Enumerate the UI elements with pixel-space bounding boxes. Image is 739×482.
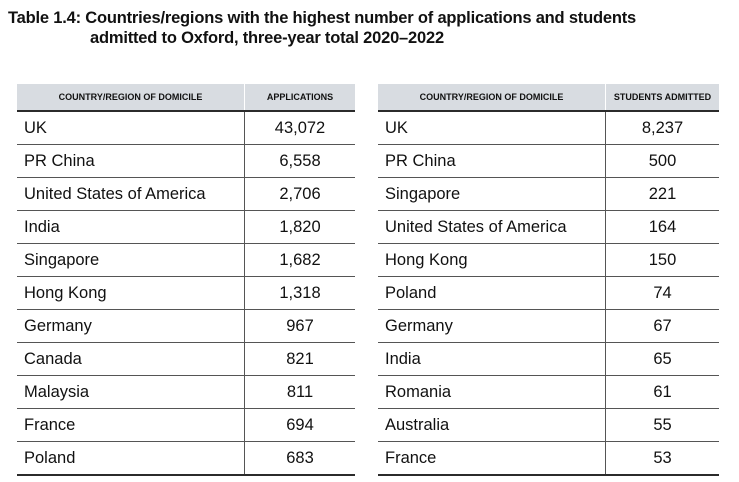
applications-column-header: APPLICATIONS <box>244 84 355 112</box>
value-cell: 821 <box>244 342 355 376</box>
country-cell: Romania <box>378 375 606 409</box>
value-cell: 2,706 <box>244 177 355 211</box>
value-cell: 6,558 <box>244 144 355 178</box>
value-cell: 1,820 <box>244 210 355 244</box>
country-cell: Hong Kong <box>378 243 606 277</box>
table-row: UK 43,072 <box>17 111 355 145</box>
value-cell: 967 <box>244 309 355 343</box>
table-row: Australia 55 <box>378 408 719 442</box>
table-row: UK 8,237 <box>378 111 719 145</box>
table-title-line2: admitted to Oxford, three-year total 202… <box>90 29 444 47</box>
header-row: COUNTRY/REGION OF DOMICILE APPLICATIONS <box>17 84 355 112</box>
table-row: United States of America 2,706 <box>17 177 355 211</box>
country-cell: UK <box>378 111 606 145</box>
value-cell: 43,072 <box>244 111 355 145</box>
table-row: France 53 <box>378 441 719 476</box>
value-cell: 694 <box>244 408 355 442</box>
value-cell: 53 <box>605 441 719 476</box>
applications-table-body: UK 43,072 PR China 6,558 United States of Am… <box>17 111 355 476</box>
country-cell: Singapore <box>378 177 606 211</box>
country-cell: PR China <box>378 144 606 178</box>
value-cell: 150 <box>605 243 719 277</box>
value-cell: 1,682 <box>244 243 355 277</box>
value-cell: 683 <box>244 441 355 476</box>
country-cell: France <box>378 441 606 476</box>
table-row: PR China 6,558 <box>17 144 355 178</box>
table-row: Malaysia 811 <box>17 375 355 409</box>
value-cell: 811 <box>244 375 355 409</box>
country-cell: Poland <box>17 441 245 476</box>
header-row: COUNTRY/REGION OF DOMICILE STUDENTS ADMI… <box>378 84 719 112</box>
country-cell: Germany <box>378 309 606 343</box>
table-row: Germany 67 <box>378 309 719 343</box>
table-row: Romania 61 <box>378 375 719 409</box>
country-cell: United States of America <box>17 177 245 211</box>
country-column-header: COUNTRY/REGION OF DOMICILE <box>17 84 245 112</box>
students-admitted-table: COUNTRY/REGION OF DOMICILE STUDENTS ADMI… <box>378 84 719 476</box>
students-admitted-column-header: STUDENTS ADMITTED <box>605 84 719 112</box>
value-cell: 221 <box>605 177 719 211</box>
table-row: Singapore 1,682 <box>17 243 355 277</box>
country-cell: Germany <box>17 309 245 343</box>
value-cell: 67 <box>605 309 719 343</box>
country-cell: UK <box>17 111 245 145</box>
country-cell: Hong Kong <box>17 276 245 310</box>
table-row: Poland 683 <box>17 441 355 476</box>
table-title-line1: Table 1.4: Countries/regions with the hi… <box>8 9 636 27</box>
value-cell: 55 <box>605 408 719 442</box>
country-cell: Malaysia <box>17 375 245 409</box>
country-cell: Singapore <box>17 243 245 277</box>
table-row: PR China 500 <box>378 144 719 178</box>
country-cell: India <box>378 342 606 376</box>
value-cell: 8,237 <box>605 111 719 145</box>
country-cell: PR China <box>17 144 245 178</box>
table-row: Hong Kong 1,318 <box>17 276 355 310</box>
country-cell: Australia <box>378 408 606 442</box>
students-admitted-table-body: UK 8,237 PR China 500 Singapore 221 United Sta… <box>378 111 719 476</box>
country-cell: Poland <box>378 276 606 310</box>
table-row: Hong Kong 150 <box>378 243 719 277</box>
value-cell: 1,318 <box>244 276 355 310</box>
country-cell: India <box>17 210 245 244</box>
country-cell: Canada <box>17 342 245 376</box>
table-row: Canada 821 <box>17 342 355 376</box>
country-cell: United States of America <box>378 210 606 244</box>
table-row: Germany 967 <box>17 309 355 343</box>
value-cell: 65 <box>605 342 719 376</box>
value-cell: 74 <box>605 276 719 310</box>
country-cell: France <box>17 408 245 442</box>
table-row: Singapore 221 <box>378 177 719 211</box>
table-row: United States of America 164 <box>378 210 719 244</box>
country-column-header: COUNTRY/REGION OF DOMICILE <box>378 84 606 112</box>
applications-table: COUNTRY/REGION OF DOMICILE APPLICATIONS … <box>17 84 355 476</box>
table-row: India 65 <box>378 342 719 376</box>
table-row: Poland 74 <box>378 276 719 310</box>
table-row: France 694 <box>17 408 355 442</box>
value-cell: 61 <box>605 375 719 409</box>
table-title: Table 1.4: Countries/regions with the hi… <box>8 8 636 48</box>
value-cell: 500 <box>605 144 719 178</box>
table-row: India 1,820 <box>17 210 355 244</box>
value-cell: 164 <box>605 210 719 244</box>
